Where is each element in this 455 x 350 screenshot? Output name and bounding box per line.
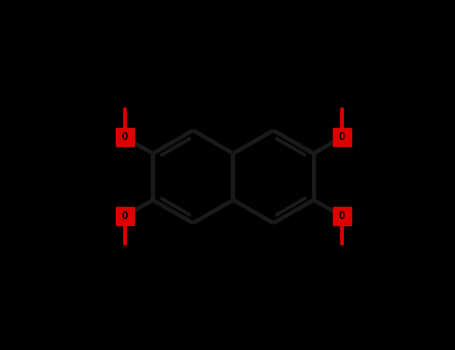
Text: O: O xyxy=(339,211,345,221)
Text: O: O xyxy=(339,132,345,142)
Text: O: O xyxy=(121,132,128,142)
Text: O: O xyxy=(121,211,128,221)
